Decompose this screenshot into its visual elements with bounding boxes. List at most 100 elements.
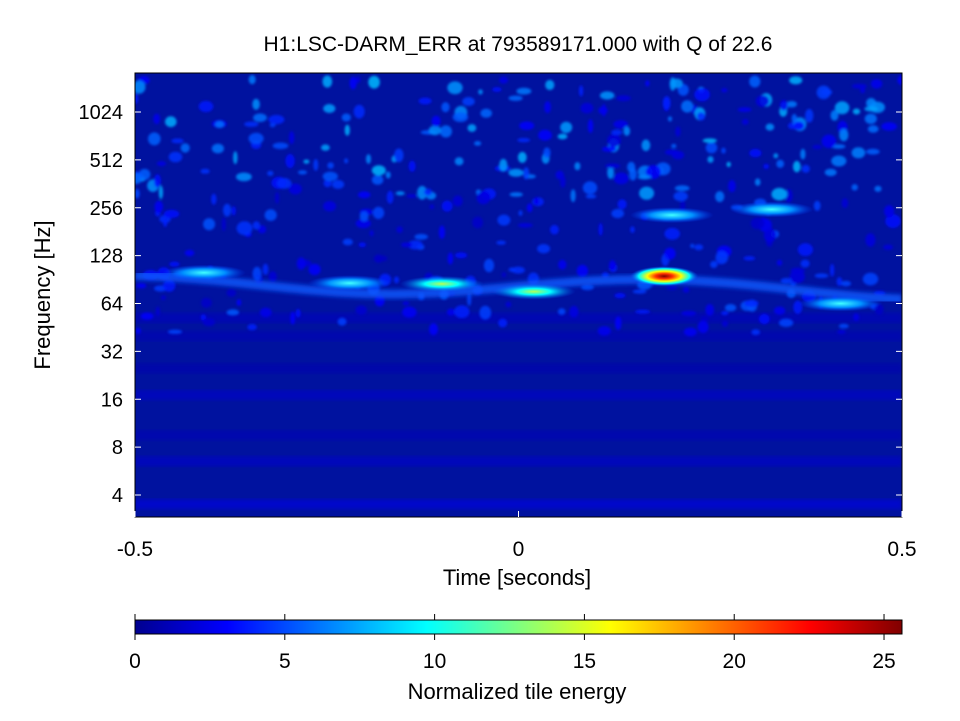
texture-blob [252,98,260,110]
texture-blob [214,120,225,129]
texture-blob [682,286,690,293]
texture-blob [418,97,432,105]
texture-blob [446,308,456,316]
texture-blob [198,100,214,113]
texture-blob [163,209,180,219]
texture-blob [429,204,435,210]
texture-blob [184,249,195,257]
texture-blob [359,211,369,222]
texture-blob [342,238,353,246]
frequency-bands [135,312,902,510]
texture-blob [664,227,680,240]
texture-blob [715,191,725,203]
texture-blob [637,174,652,180]
texture-blob [839,128,849,142]
texture-blob [789,270,805,284]
hotspot [798,295,883,312]
texture-blob [793,121,805,131]
texture-blob [560,121,573,134]
texture-blob [710,260,718,269]
texture-blob [386,190,394,204]
texture-blob [200,314,207,321]
texture-blob [664,247,676,260]
texture-blob [724,304,737,312]
texture-blob [167,329,183,334]
texture-blob [394,276,399,284]
texture-blob [707,156,714,163]
texture-blob [496,240,506,245]
texture-blob [831,144,846,149]
texture-blob [290,311,296,325]
frequency-band [135,363,902,374]
texture-blob [800,259,810,268]
texture-blob [614,316,622,331]
texture-blob [322,171,338,182]
texture-blob [353,104,365,119]
texture-blob [221,217,226,232]
texture-blob [557,133,568,140]
texture-blob [696,112,706,121]
texture-blob [574,162,581,171]
y-tick-label: 32 [101,341,123,363]
texture-blob [480,108,493,118]
colorbar-ticks: 0 5 10 15 20 25 [129,614,896,673]
texture-blob [355,305,368,315]
texture-blob [789,76,803,85]
texture-blob [605,163,621,169]
texture-blob [499,76,509,84]
texture-blob [758,313,770,325]
texture-blob [295,308,301,318]
texture-blob [851,83,867,89]
texture-blob [694,244,704,251]
texture-blob [259,307,272,318]
texture-blob [570,189,576,203]
texture-blob [751,329,761,336]
texture-blob [613,120,628,129]
texture-blob [812,144,823,150]
texture-blob [308,263,321,276]
texture-blob [272,142,289,150]
texture-blob [519,121,535,130]
texture-blob [611,129,623,136]
texture-blob [538,129,552,141]
texture-blob [499,158,508,172]
texture-blob [154,200,164,213]
y-tick-label: 128 [90,246,123,268]
texture-blob [395,191,405,196]
texture-blob [813,200,821,211]
texture-blob [203,218,216,231]
texture-blob [322,75,333,88]
texture-blob [865,233,876,247]
texture-blob [402,301,410,306]
texture-blob [558,259,567,270]
y-tick-label: 512 [90,150,123,172]
texture-blob [635,309,651,314]
texture-blob [881,122,897,131]
texture-blob [838,323,849,329]
texture-blob [467,124,477,132]
texture-blob [728,180,736,193]
texture-blob [580,102,594,114]
texture-blob [805,108,814,123]
texture-blob [721,311,729,316]
texture-blob [645,80,650,87]
texture-blob [617,199,627,210]
texture-blob [705,142,718,154]
texture-blob [755,95,770,107]
texture-blob [441,102,450,113]
texture-blob [447,81,463,95]
texture-blob [771,187,788,201]
texture-blob [763,228,777,243]
texture-blob [163,219,168,227]
texture-blob [743,256,756,261]
texture-blob [474,141,482,146]
texture-blob [253,113,267,122]
texture-blob [288,131,295,145]
texture-blob [581,284,594,291]
texture-blob [517,138,531,143]
texture-blob [406,194,418,198]
texture-blob [373,255,388,262]
x-tick-label: -0.5 [117,538,153,561]
texture-blob [252,266,262,281]
texture-blob [837,329,846,334]
